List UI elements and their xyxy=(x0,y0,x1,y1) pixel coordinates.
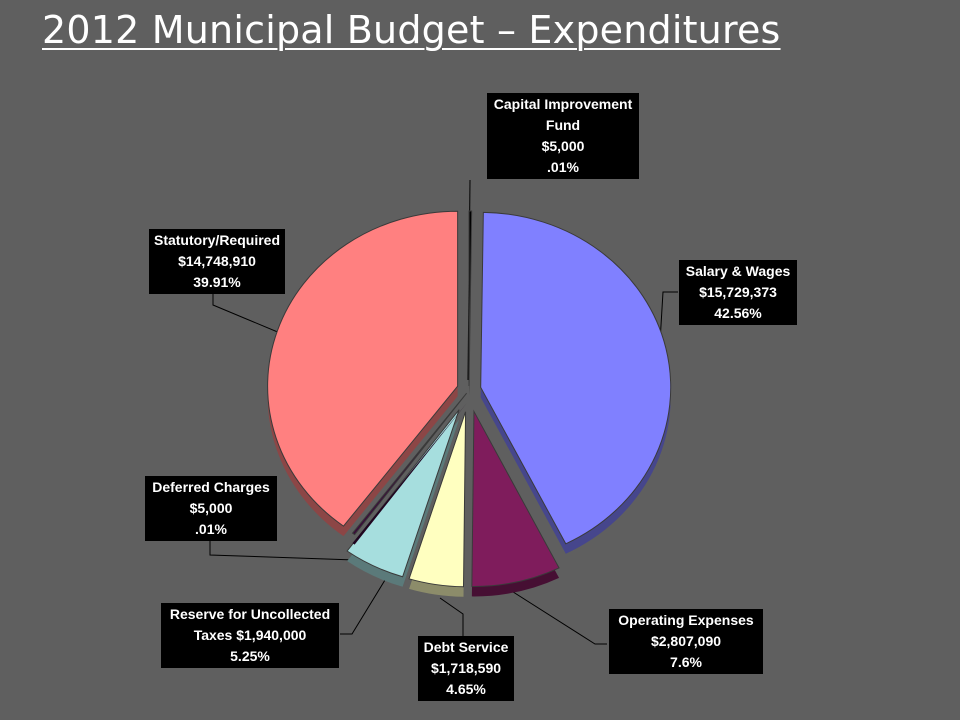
label-capital-percent: .01% xyxy=(547,159,579,175)
label-debt-name: Debt Service xyxy=(423,639,509,655)
label-salary-wages: Salary & Wages $15,729,373 42.56% xyxy=(679,260,797,325)
label-deferred-name: Deferred Charges xyxy=(152,479,270,495)
pie-slice-capital-improvement-fund xyxy=(468,210,473,387)
leader-line-debt xyxy=(439,597,464,637)
label-salary-amount: $15,729,373 xyxy=(699,284,777,300)
label-debt-service: Debt Service $1,718,590 4.65% xyxy=(418,636,514,701)
leader-line-deferred xyxy=(209,537,356,561)
label-deferred-amount: $5,000 xyxy=(189,500,233,516)
label-reserve-uncollected-taxes: Reserve for Uncollected Taxes $1,940,000… xyxy=(161,603,339,668)
label-capital-name-2: Fund xyxy=(545,117,581,133)
label-capital-amount: $5,000 xyxy=(541,138,585,154)
leader-line-reserve xyxy=(340,579,386,635)
label-statutory-required: Statutory/Required $14,748,910 39.91% xyxy=(149,229,285,294)
label-deferred-charges: Deferred Charges $5,000 .01% xyxy=(145,476,277,541)
pie-slices xyxy=(267,210,672,597)
leader-line-statutory xyxy=(212,292,293,339)
label-statutory-percent: 39.91% xyxy=(193,274,241,290)
label-operating-amount: $2,807,090 xyxy=(650,633,722,649)
label-salary-percent: 42.56% xyxy=(714,305,762,321)
label-operating-name: Operating Expenses xyxy=(618,612,754,628)
pie-slice-reserve-uncollected-taxes xyxy=(346,409,460,578)
label-debt-percent: 4.65% xyxy=(446,681,486,697)
label-capital-name-1: Capital Improvement xyxy=(493,96,633,112)
label-capital-improvement-fund: Capital Improvement Fund $5,000 .01% xyxy=(487,93,639,179)
label-operating-percent: 7.6% xyxy=(670,654,702,670)
pie-slice-deferred-charges xyxy=(351,392,468,536)
label-reserve-name: Reserve for Uncollected xyxy=(169,606,331,622)
label-operating-expenses: Operating Expenses $2,807,090 7.6% xyxy=(609,609,763,674)
pie-slice-salary-wages xyxy=(480,211,672,545)
label-reserve-percent: 5.25% xyxy=(230,648,270,664)
leader-line-operating xyxy=(509,589,607,645)
pie-slice-operating-expenses xyxy=(471,409,560,587)
label-statutory-amount: $14,748,910 xyxy=(178,253,256,269)
pie-slice-side-deferred-charges xyxy=(352,403,467,545)
label-statutory-name: Statutory/Required xyxy=(153,232,280,248)
pie-slice-statutory-required xyxy=(267,210,459,527)
label-deferred-percent: .01% xyxy=(195,521,227,537)
label-salary-name: Salary & Wages xyxy=(685,263,791,279)
slide-title: 2012 Municipal Budget – Expenditures xyxy=(42,8,781,52)
label-reserve-amount: Taxes $1,940,000 xyxy=(193,627,307,643)
pie-slice-debt-service xyxy=(408,411,467,588)
label-debt-amount: $1,718,590 xyxy=(430,660,502,676)
